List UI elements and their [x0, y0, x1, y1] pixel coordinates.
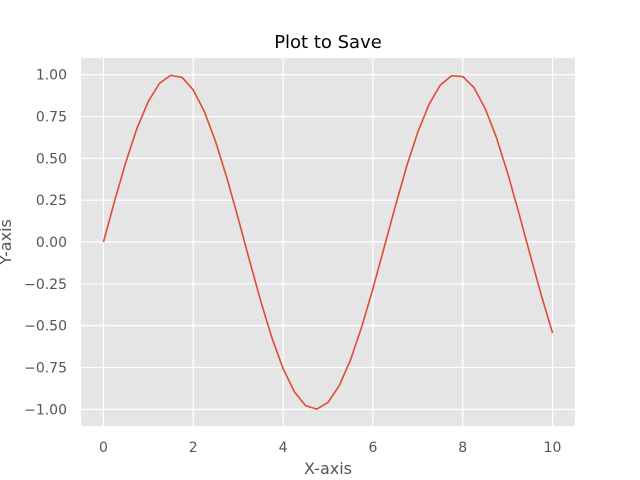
x-tick-label: 4 [279, 440, 288, 456]
x-tick-label: 2 [189, 440, 198, 456]
chart-title: Plot to Save [274, 32, 382, 53]
x-tick-label: 10 [544, 440, 562, 456]
y-tick-label: −0.50 [24, 319, 67, 335]
x-tick-label: 6 [368, 440, 377, 456]
x-tick-label: 0 [99, 440, 108, 456]
y-tick-label: 1.00 [36, 68, 67, 84]
y-tick-label: 0.50 [36, 151, 67, 167]
grid-lines [81, 58, 575, 426]
series-group [102, 74, 554, 410]
y-tick-label: 0.00 [36, 235, 67, 251]
y-tick-label: −0.25 [24, 277, 67, 293]
x-tick-label: 8 [458, 440, 467, 456]
y-tick-label: −0.75 [24, 360, 67, 376]
y-tick-label: 0.25 [36, 193, 67, 209]
y-tick-labels: −1.00 −0.75 −0.50 −0.25 0.00 0.25 0.50 0.75 1.00 [24, 68, 67, 419]
y-tick-label: −1.00 [24, 402, 67, 418]
x-tick-labels: 0 2 4 6 8 10 [99, 440, 561, 456]
y-axis-label: Y-axis [0, 219, 15, 266]
x-axis-label: X-axis [304, 459, 352, 478]
y-tick-label: 0.75 [36, 110, 67, 126]
series-line [102, 74, 554, 410]
